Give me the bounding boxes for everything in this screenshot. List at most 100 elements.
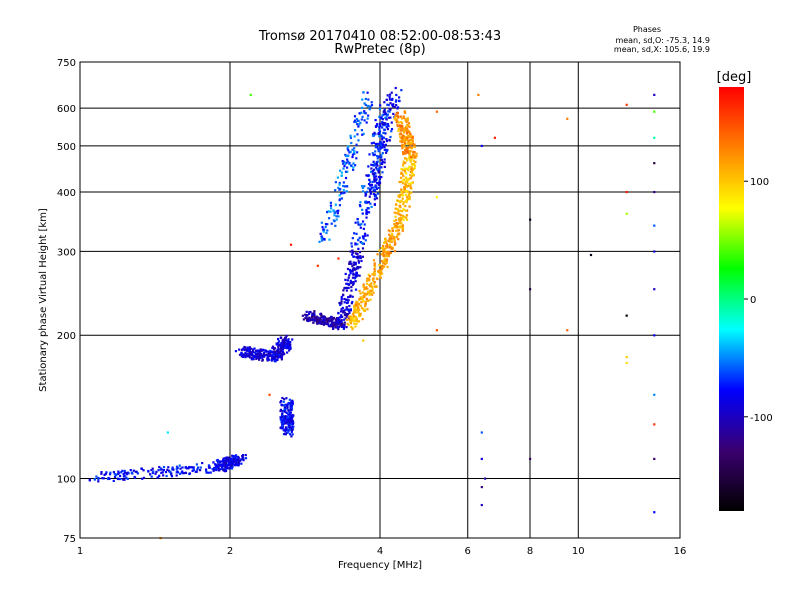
data-point [397,210,400,213]
data-point [264,350,268,353]
data-point [370,205,373,208]
data-point [359,201,362,204]
data-point [349,315,352,318]
data-point [373,176,376,179]
data-point [276,343,279,346]
data-point [653,136,656,139]
data-point [383,146,386,149]
data-point [307,312,311,315]
data-point [393,117,396,120]
data-point [248,349,251,353]
data-point [290,404,293,408]
data-point [100,470,103,474]
data-point [409,141,412,144]
data-point [385,126,388,129]
data-point [406,198,409,201]
data-point [402,203,405,206]
data-point [384,116,387,119]
data-point [336,317,339,320]
data-point [244,353,248,357]
data-point [189,466,192,469]
data-point [396,111,399,115]
data-point [286,343,290,347]
legend-title: Phases [633,25,661,34]
data-point [390,130,393,133]
data-point [360,306,364,310]
data-point [395,121,398,124]
data-point [380,144,383,147]
data-point [342,324,345,327]
data-point [338,194,341,197]
data-point [380,272,384,275]
data-point [371,288,374,291]
data-point [368,188,372,192]
data-point [388,252,391,255]
data-point [358,255,361,258]
data-point [113,475,117,478]
data-point [391,229,395,232]
data-point [378,274,381,277]
data-point [134,470,137,473]
data-point [340,319,343,322]
data-point [411,136,415,139]
data-point [338,181,341,185]
data-point [113,473,116,476]
data-point [355,117,358,121]
data-point [289,345,292,348]
data-point [231,465,234,468]
data-point [382,244,385,248]
data-point [290,414,293,417]
data-point [349,134,352,137]
data-point [284,416,287,419]
data-point [337,326,340,329]
data-point [381,152,384,155]
data-point [284,336,287,339]
data-point [404,200,407,203]
data-point [340,171,344,174]
data-point [405,131,408,135]
data-point [178,464,181,467]
data-point [625,190,628,194]
data-point [280,358,283,361]
data-point [379,270,382,273]
data-point [109,471,112,474]
data-point [372,186,375,189]
data-point [391,227,394,230]
data-point [244,346,247,349]
data-point [346,279,349,282]
data-point [280,354,283,357]
data-point [119,477,122,481]
data-point [361,133,364,136]
data-point [214,467,218,470]
data-point [405,190,408,193]
data-point [283,408,286,411]
data-point [278,343,281,347]
data-point [394,224,397,227]
data-point [330,222,333,225]
data-point [369,170,373,173]
data-point [244,356,247,359]
data-point [401,164,405,167]
data-point [381,114,384,117]
data-point [373,203,376,206]
data-point [328,317,331,320]
data-point [435,110,438,113]
data-point [282,400,285,403]
data-point [239,458,243,461]
data-point [413,154,416,157]
data-point [320,239,324,242]
data-point [285,421,288,424]
data-point [374,150,377,153]
data-point [329,201,332,204]
data-point [384,240,388,244]
data-point [347,276,350,279]
data-point [379,276,382,279]
data-point [374,172,377,175]
x-tick-label: 16 [674,546,687,557]
data-point [391,234,394,237]
data-point [362,236,365,239]
data-point [365,279,369,282]
data-point [411,172,414,175]
data-point [194,470,197,473]
data-point [399,126,402,129]
